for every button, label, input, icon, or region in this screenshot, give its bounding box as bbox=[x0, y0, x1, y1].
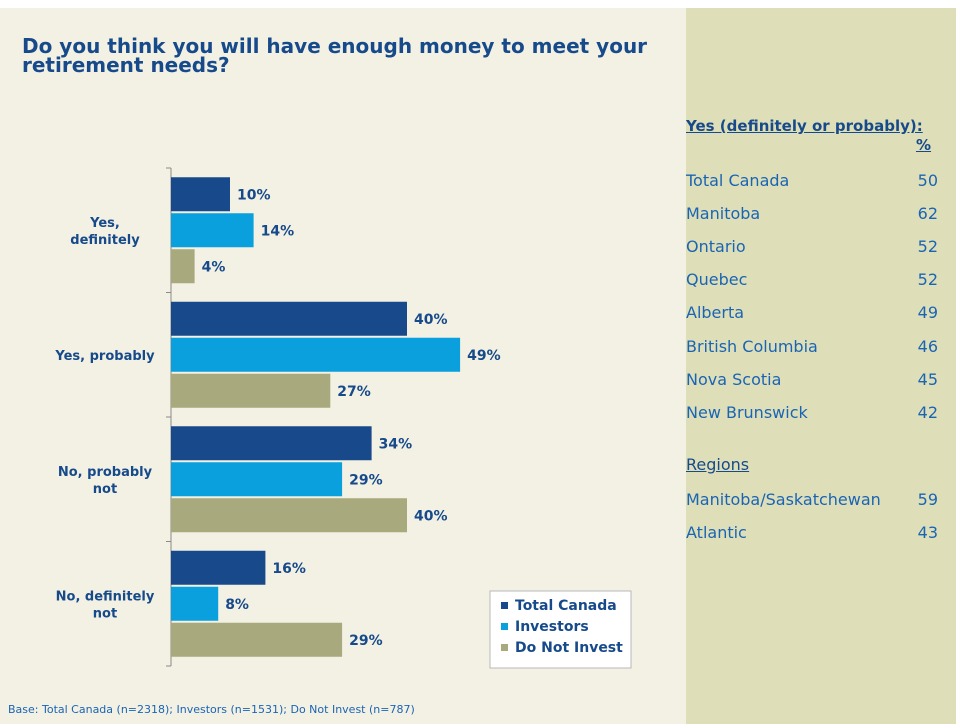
category-label: No, probably not bbox=[58, 465, 153, 497]
bar-value-label: 49% bbox=[467, 348, 501, 364]
bar bbox=[171, 337, 461, 372]
bar bbox=[171, 586, 219, 621]
province-row: Manitoba 62 bbox=[686, 201, 938, 225]
province-name: Ontario bbox=[686, 236, 746, 256]
province-row: Total Canada 50 bbox=[686, 168, 938, 192]
province-name: Nova Scotia bbox=[686, 369, 782, 389]
base-footnote: Base: Total Canada (n=2318); Investors (… bbox=[8, 703, 415, 716]
province-value: 45 bbox=[917, 369, 938, 389]
bar-value-label: 27% bbox=[337, 384, 371, 400]
bar bbox=[171, 622, 343, 657]
sidebar-percent-header: % bbox=[916, 136, 932, 154]
bar bbox=[171, 498, 407, 533]
province-value: 52 bbox=[917, 270, 938, 290]
page-title: Do you think you will have enough money … bbox=[22, 34, 648, 77]
bar bbox=[171, 213, 254, 248]
bar bbox=[171, 301, 407, 336]
region-name: Manitoba/Saskatchewan bbox=[686, 489, 881, 509]
province-name: British Columbia bbox=[686, 336, 818, 356]
bar-chart: 10% 14% 4% Yes, definitely 40% 49% 27% Yes, prob… bbox=[54, 167, 632, 669]
bar-value-label: 4% bbox=[202, 259, 226, 275]
province-value: 49 bbox=[917, 303, 938, 323]
province-row: British Columbia 46 bbox=[686, 334, 938, 358]
region-value: 59 bbox=[917, 489, 938, 509]
province-value: 42 bbox=[917, 402, 938, 422]
province-name: Quebec bbox=[686, 270, 748, 290]
province-value: 50 bbox=[917, 170, 938, 190]
province-row: Nova Scotia 45 bbox=[686, 367, 938, 391]
bar bbox=[171, 249, 195, 284]
province-row: Quebec 52 bbox=[686, 268, 938, 292]
regions-heading: Regions bbox=[686, 455, 750, 474]
province-value: 46 bbox=[917, 336, 938, 356]
bar bbox=[171, 373, 331, 408]
category-label: No, definitely not bbox=[56, 589, 155, 621]
province-name: Manitoba bbox=[686, 203, 761, 223]
legend-entry: Total Canada bbox=[515, 598, 617, 614]
legend-entry: Do Not Invest bbox=[515, 640, 623, 656]
bar bbox=[171, 462, 343, 497]
legend-swatch bbox=[501, 623, 508, 630]
bar-value-label: 29% bbox=[349, 633, 383, 649]
province-name: Total Canada bbox=[686, 170, 790, 190]
sidebar-title: Yes (definitely or probably): bbox=[686, 117, 923, 135]
bar bbox=[171, 426, 372, 461]
legend-entry: Investors bbox=[515, 619, 589, 635]
legend-box bbox=[489, 590, 632, 669]
category-label: Yes, probably bbox=[54, 349, 155, 364]
region-name: Atlantic bbox=[686, 522, 747, 542]
provinces-panel bbox=[686, 8, 956, 724]
bar-value-label: 8% bbox=[225, 597, 249, 613]
legend-swatch bbox=[501, 644, 508, 651]
bar-value-label: 29% bbox=[349, 472, 383, 488]
bar-value-label: 10% bbox=[237, 187, 271, 203]
province-name: Alberta bbox=[686, 303, 745, 323]
province-name: New Brunswick bbox=[686, 402, 808, 422]
region-value: 43 bbox=[917, 522, 938, 542]
bar-value-label: 34% bbox=[379, 436, 413, 452]
region-row: Atlantic 43 bbox=[686, 520, 938, 544]
bar bbox=[171, 177, 230, 212]
legend-swatch bbox=[501, 602, 508, 609]
bar-value-label: 14% bbox=[261, 223, 295, 239]
region-row: Manitoba/Saskatchewan 59 bbox=[686, 487, 938, 511]
bar-value-label: 40% bbox=[414, 312, 448, 328]
province-row: New Brunswick 42 bbox=[686, 400, 938, 424]
bar-value-label: 16% bbox=[272, 561, 306, 577]
category-label: Yes, definitely bbox=[70, 216, 140, 248]
bar-value-label: 40% bbox=[414, 508, 448, 524]
province-row: Ontario 52 bbox=[686, 234, 938, 258]
province-value: 52 bbox=[917, 236, 938, 256]
province-row: Alberta 49 bbox=[686, 301, 938, 325]
province-value: 62 bbox=[917, 203, 938, 223]
bar bbox=[171, 550, 266, 585]
